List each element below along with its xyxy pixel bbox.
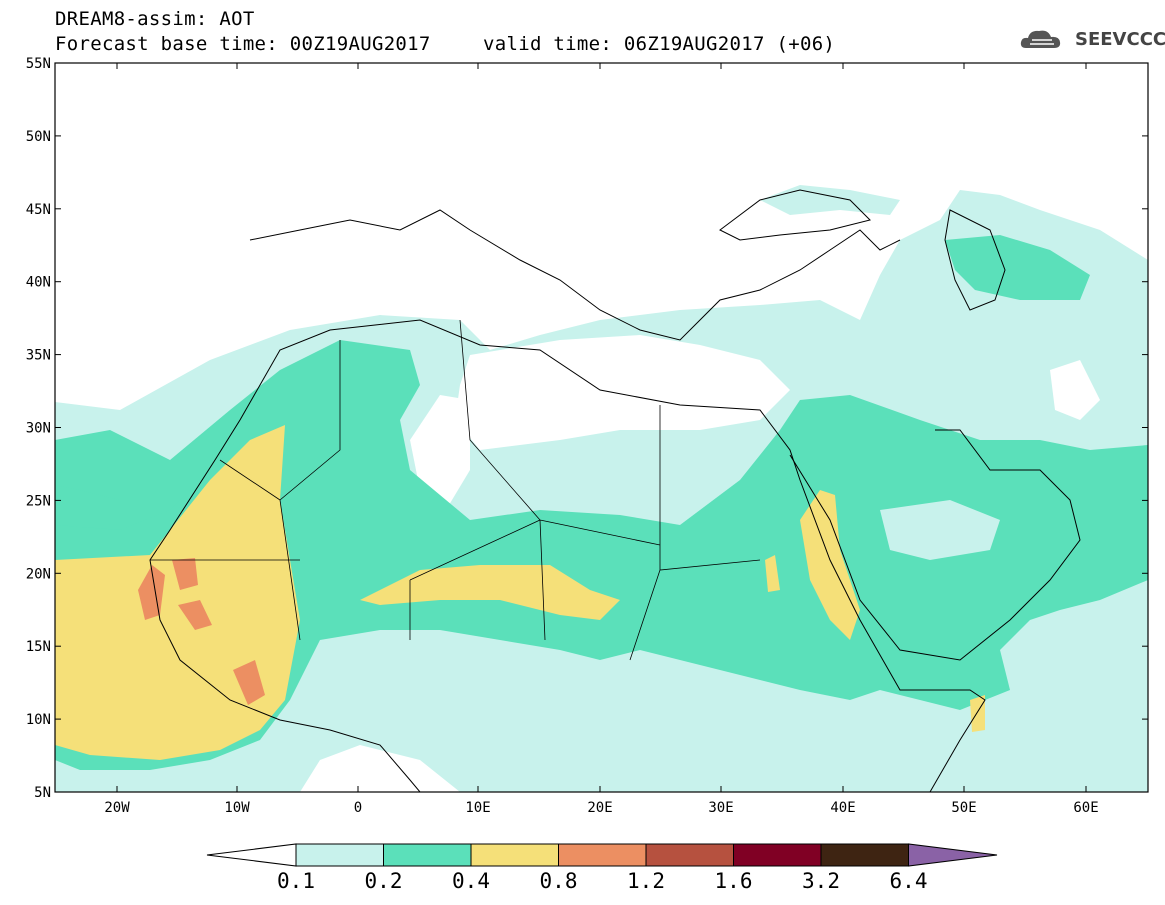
colorbar-swatch: [558, 843, 647, 867]
europe-coastline: [249, 209, 901, 341]
lat-label: 55N: [26, 56, 51, 72]
lon-label: 20W: [104, 800, 130, 816]
lat-label: 40N: [26, 275, 51, 291]
colorbar-swatch: [733, 843, 822, 867]
colorbar-label: 1.6: [714, 869, 753, 893]
colorbar-swatch: [470, 843, 559, 867]
lat-label: 45N: [26, 202, 51, 218]
colorbar-label: 0.2: [364, 869, 403, 893]
aot-contour-0.4: [970, 695, 985, 732]
colorbar-swatch: [820, 843, 909, 867]
lon-label: 0: [354, 800, 362, 816]
lat-label: 50N: [26, 129, 51, 145]
aot-contour-0.2: [945, 235, 1090, 300]
africa-coastline: [149, 319, 986, 792]
lat-label: 10N: [26, 712, 51, 728]
colorbar-label: 1.2: [627, 869, 665, 893]
lat-label: 30N: [26, 421, 51, 437]
caspian-coast: [944, 209, 1006, 311]
aot-contour-0.8: [233, 660, 265, 705]
axis-ticks: [55, 62, 1148, 793]
lon-label: 20E: [587, 800, 612, 816]
valid-time: valid time: 06Z19AUG2017 (+06): [483, 33, 836, 55]
aot-clear-region: [455, 335, 790, 450]
lat-label: 5N: [34, 785, 51, 801]
coastlines: [149, 189, 1081, 792]
longitude-labels: 20W 10W 0 10E 20E 30E 40E 50E 60E: [104, 800, 1098, 816]
aot-contour-0.2: [55, 340, 1148, 770]
border-lines: [150, 319, 761, 661]
forecast-base-time: Forecast base time: 00Z19AUG2017: [55, 33, 431, 55]
lat-label: 20N: [26, 566, 51, 582]
lon-label: 50E: [951, 800, 976, 816]
colorbar-label: 0.4: [452, 869, 490, 893]
lat-label: 25N: [26, 493, 51, 509]
lat-label: 35N: [26, 348, 51, 364]
aot-contour-0.8: [178, 600, 212, 630]
aot-contour-0.1: [760, 185, 900, 215]
colorbar-label: 0.8: [539, 869, 578, 893]
aot-contour-0.8: [172, 558, 198, 590]
lon-label: 30E: [708, 800, 733, 816]
colorbar-swatch: [908, 843, 998, 867]
aot-clear-region: [55, 280, 300, 365]
cloud-icon: [1020, 30, 1061, 48]
colorbar-swatch: [645, 843, 734, 867]
lon-label: 60E: [1073, 800, 1098, 816]
map-title: DREAM8-assim: AOT: [55, 8, 255, 30]
aot-contour-0.1: [880, 500, 1000, 560]
lat-label: 15N: [26, 639, 51, 655]
lon-label: 40E: [830, 800, 855, 816]
lon-label: 10E: [465, 800, 490, 816]
colorbar-swatch: [383, 843, 472, 867]
colorbar-label: 3.2: [802, 869, 840, 893]
latitude-labels: 55N 50N 45N 40N 35N 30N 25N 20N 15N 10N 5N: [26, 56, 51, 801]
arabia-coastline: [789, 429, 1081, 661]
colorbar-label: 6.4: [889, 869, 928, 893]
aot-field: [55, 63, 1148, 792]
aot-contour-0.2: [55, 470, 210, 530]
aot-contour-0.4: [360, 565, 620, 620]
colorbar-swatch: [295, 843, 384, 867]
aot-clear-region: [1050, 360, 1100, 420]
colorbar-swatch: [206, 843, 297, 867]
colorbar-label: 0.1: [277, 869, 315, 893]
lon-label: 10W: [224, 800, 250, 816]
aot-contour-0.8: [138, 565, 165, 620]
aot-clear-region: [55, 745, 460, 792]
seevccc-logo: SEEVCCC: [1075, 29, 1165, 50]
black-sea-coast: [719, 189, 871, 241]
aot-contour-0.4: [765, 555, 780, 592]
aot-contour-0.4: [800, 490, 860, 640]
